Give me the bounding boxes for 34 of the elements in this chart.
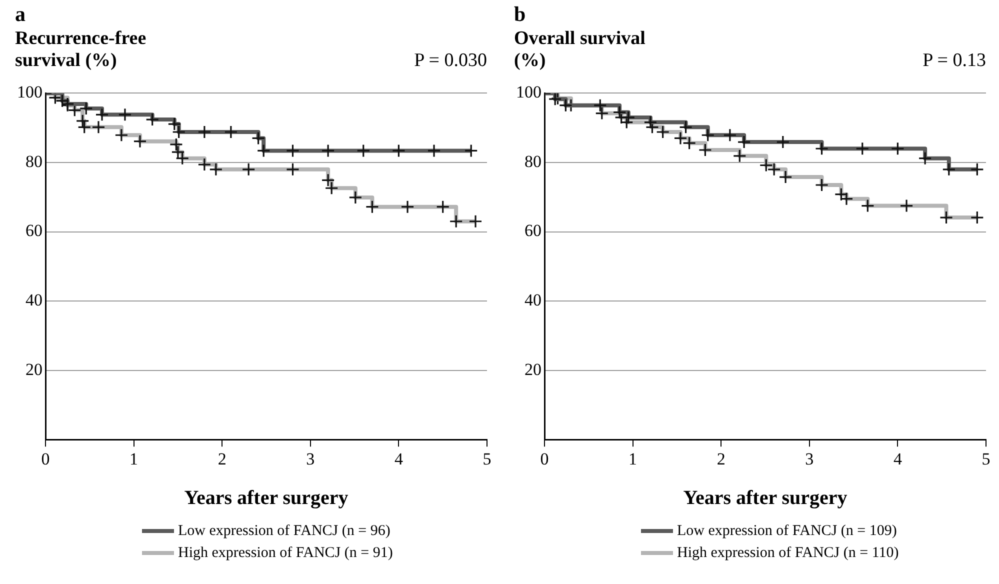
- legend-label: High expression of FANCJ (n = 110): [677, 544, 899, 563]
- chart-title: a: [15, 2, 26, 27]
- x-tick-label: 1: [628, 449, 638, 468]
- x-tick-label: 4: [893, 449, 902, 468]
- x-axis-title: Years after surgery: [683, 487, 848, 510]
- text: P = 0.030: [414, 50, 487, 72]
- y-tick-label: 80: [524, 152, 542, 171]
- x-tick-label: 1: [130, 449, 138, 468]
- y-tick-label: 40: [524, 290, 542, 310]
- y-tick-label: 100: [17, 82, 42, 102]
- text: P = 0.13: [922, 50, 986, 72]
- legend-label: Low expression of FANCJ (n = 109): [677, 522, 897, 541]
- legend-label: High expression of FANCJ (n = 91): [178, 544, 393, 563]
- x-tick-label: 5: [482, 449, 492, 468]
- y-tick-label: 60: [524, 221, 542, 240]
- y-tick-label: 100: [516, 82, 542, 102]
- x-tick-label: 0: [41, 449, 50, 468]
- y-tick-label: 20: [524, 360, 542, 379]
- x-tick-label: 3: [805, 449, 814, 468]
- x-tick-label: 5: [982, 449, 990, 468]
- y-axis-title: Recurrence-free survival (%): [15, 28, 148, 72]
- x-tick-label: 3: [306, 449, 315, 468]
- y-axis-title: Overall survival (%): [514, 28, 646, 72]
- y-tick-label: 60: [26, 221, 42, 240]
- y-tick-label: 80: [26, 152, 42, 171]
- chart-title: b: [514, 2, 526, 27]
- x-axis-title: Years after surgery: [184, 487, 348, 510]
- x-tick-label: 2: [218, 449, 226, 468]
- y-tick-label: 40: [26, 290, 42, 310]
- x-tick-label: 4: [394, 449, 404, 468]
- legend-label: Low expression of FANCJ (n = 96): [178, 522, 390, 541]
- x-tick-label: 0: [540, 449, 549, 468]
- x-tick-label: 2: [716, 449, 726, 468]
- y-tick-label: 20: [26, 360, 42, 379]
